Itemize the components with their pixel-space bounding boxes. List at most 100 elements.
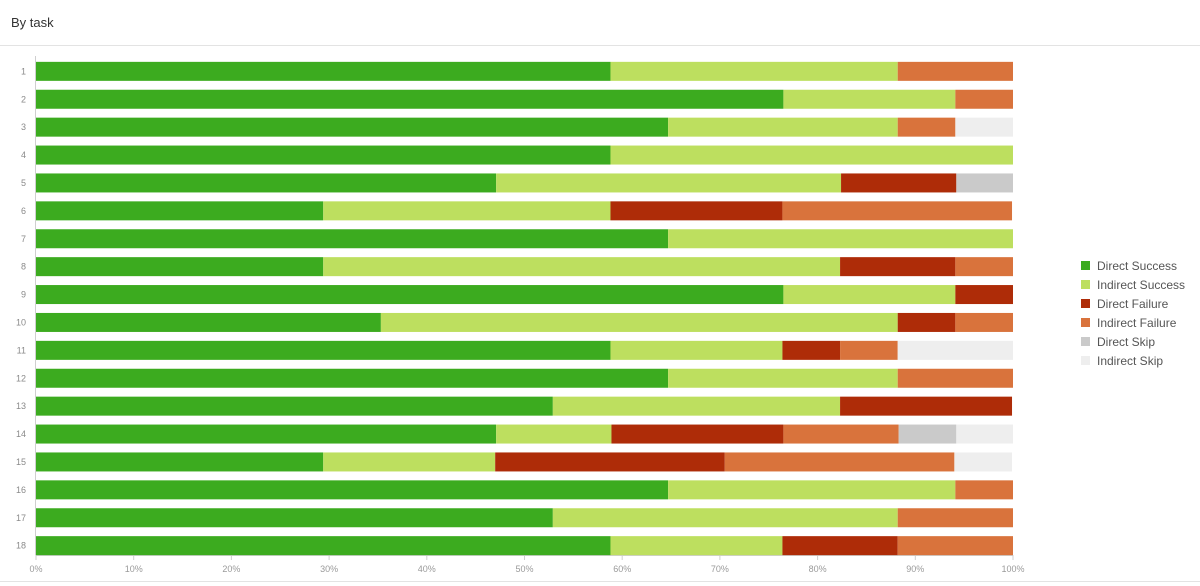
bar-segment (552, 508, 898, 528)
legend-label: Indirect Success (1097, 277, 1186, 292)
bar-segment (898, 424, 957, 444)
y-tick-label: 13 (16, 401, 26, 411)
y-tick-label: 4 (21, 150, 26, 160)
bar-segment (36, 229, 669, 249)
bar-segment (610, 536, 783, 556)
chart-title: By task (11, 15, 54, 30)
bar-segment (897, 340, 1013, 360)
bar-segment (840, 396, 1013, 416)
legend-swatch (1081, 280, 1090, 289)
bar-segment (668, 368, 898, 388)
bar-segment (36, 201, 324, 221)
bar-segment (955, 480, 1013, 500)
bar-segment (955, 89, 1013, 109)
bar-segment (840, 257, 956, 277)
legend-label: Direct Skip (1097, 334, 1156, 349)
bar-segment (36, 452, 324, 472)
y-tick-label: 15 (16, 457, 26, 467)
legend-swatch (1081, 356, 1090, 365)
bar-segment (782, 201, 1013, 221)
bar-segment (323, 452, 496, 472)
x-tick-label: 80% (809, 564, 827, 574)
y-tick-label: 16 (16, 485, 26, 495)
stacked-bar-chart: 0% 10% 20% 30% 40% 50% 60% 70% 80% 90% 100%1234567… (16, 56, 1025, 574)
chart-header: By task (0, 0, 1200, 46)
bar-segment (897, 117, 956, 137)
x-tick-label: 10% (125, 564, 143, 574)
legend-swatch (1081, 337, 1090, 346)
y-tick-label: 18 (16, 541, 26, 551)
bar-segment (323, 201, 611, 221)
bar-segment (36, 536, 611, 556)
x-tick-label: 30% (320, 564, 338, 574)
bar-segment (783, 285, 956, 305)
bar-segment (36, 173, 497, 193)
bar-segment (36, 145, 611, 165)
bar-segment (36, 424, 497, 444)
y-tick-label: 1 (21, 66, 26, 76)
bar-segment (323, 257, 841, 277)
bar-segment (955, 285, 1013, 305)
bar-segment (956, 424, 1013, 444)
chart-legend: Direct Success Indirect Success Direct Fai… (1081, 256, 1185, 370)
bar-segment (897, 536, 1013, 556)
legend-swatch (1081, 318, 1090, 327)
y-tick-label: 3 (21, 122, 26, 132)
bar-segment (783, 424, 899, 444)
bar-segment (955, 257, 1013, 277)
y-tick-label: 9 (21, 290, 26, 300)
legend-label: Indirect Skip (1097, 353, 1164, 368)
legend-item: Direct Failure (1081, 294, 1185, 313)
bar-segment (841, 173, 957, 193)
y-tick-label: 14 (16, 429, 26, 439)
y-tick-label: 17 (16, 513, 26, 523)
legend-item: Indirect Failure (1081, 313, 1185, 332)
bar-segment (955, 117, 1013, 137)
bar-segment (36, 312, 381, 332)
y-tick-label: 2 (21, 94, 26, 104)
bar-segment (668, 480, 956, 500)
bar-segment (610, 145, 1013, 165)
bar-segment (782, 536, 898, 556)
bar-segment (897, 368, 1013, 388)
bar-segment (668, 229, 1013, 249)
y-tick-label: 11 (17, 345, 26, 355)
bar-segment (36, 89, 784, 109)
y-tick-label: 6 (21, 206, 26, 216)
bar-segment (611, 424, 784, 444)
x-tick-label: 50% (515, 564, 533, 574)
legend-item: Direct Skip (1081, 332, 1185, 351)
bar-segment (36, 508, 553, 528)
bar-segment (36, 285, 784, 305)
bar-segment (840, 340, 898, 360)
y-tick-label: 8 (21, 262, 26, 272)
bar-segment (783, 89, 956, 109)
bar-segment (954, 452, 1013, 472)
bar-segment (36, 368, 669, 388)
bar-segment (36, 340, 611, 360)
bar-segment (782, 340, 841, 360)
x-tick-label: 0% (29, 564, 42, 574)
y-tick-label: 5 (21, 178, 26, 188)
bar-segment (668, 117, 898, 137)
bar-segment (955, 312, 1013, 332)
bar-segment (496, 424, 612, 444)
bar-segment (897, 61, 1013, 81)
x-tick-label: 100% (1001, 564, 1024, 574)
x-tick-label: 60% (613, 564, 631, 574)
bar-segment (610, 61, 898, 81)
bottom-divider (0, 581, 1200, 582)
bar-segment (496, 173, 842, 193)
legend-item: Direct Success (1081, 256, 1185, 275)
bar-segment (897, 312, 956, 332)
legend-swatch (1081, 261, 1090, 270)
bar-segment (36, 396, 553, 416)
bar-segment (610, 201, 783, 221)
y-tick-label: 12 (16, 373, 26, 383)
x-tick-label: 20% (222, 564, 240, 574)
legend-label: Indirect Failure (1097, 315, 1177, 330)
bar-segment (552, 396, 841, 416)
y-tick-label: 7 (21, 234, 26, 244)
legend-label: Direct Success (1097, 258, 1178, 273)
bar-segment (36, 480, 669, 500)
